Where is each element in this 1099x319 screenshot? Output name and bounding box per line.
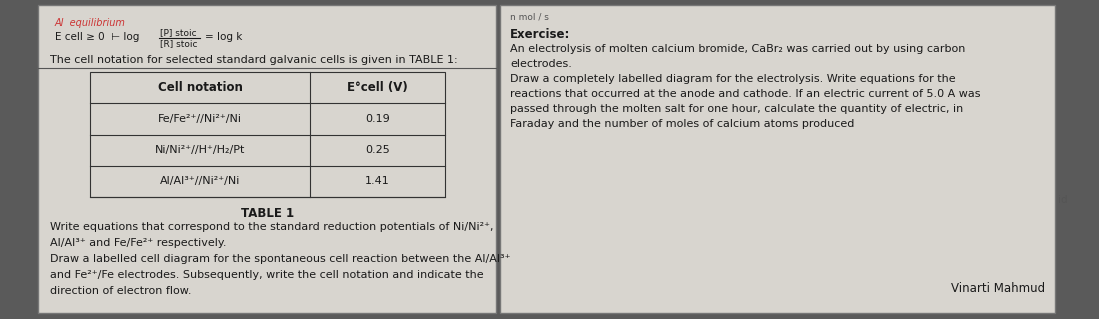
Bar xyxy=(500,5,1055,313)
Text: An electrolysis of molten calcium bromide, CaBr₂ was carried out by using carbon: An electrolysis of molten calcium bromid… xyxy=(510,44,965,54)
Text: Faraday and the number of moles of calcium atoms produced: Faraday and the number of moles of calci… xyxy=(510,119,854,129)
Text: Write equations that correspond to the standard reduction potentials of Ni/Ni²⁺,: Write equations that correspond to the s… xyxy=(49,222,493,232)
Text: 1.41: 1.41 xyxy=(365,176,390,186)
Text: Al/Al³⁺//Ni²⁺/Ni: Al/Al³⁺//Ni²⁺/Ni xyxy=(159,176,241,186)
Text: E°cell (V): E°cell (V) xyxy=(347,81,408,94)
Text: passed through the molten salt for one hour, calculate the quantity of electric,: passed through the molten salt for one h… xyxy=(510,104,963,114)
Text: 0.25: 0.25 xyxy=(365,145,390,155)
Text: = log k: = log k xyxy=(206,32,243,42)
Text: E cell ≥ 0  ⊢ log: E cell ≥ 0 ⊢ log xyxy=(55,32,140,42)
Text: Exercise:: Exercise: xyxy=(510,28,570,41)
Text: [R] stoic: [R] stoic xyxy=(160,39,198,48)
Text: electrodes.: electrodes. xyxy=(510,59,571,69)
Text: Cell notation: Cell notation xyxy=(157,81,243,94)
Text: reactions that occurred at the anode and cathode. If an electric current of 5.0 : reactions that occurred at the anode and… xyxy=(510,89,980,99)
Text: TABLE 1: TABLE 1 xyxy=(241,207,295,220)
Text: Al/Al³⁺ and Fe/Fe²⁺ respectively.: Al/Al³⁺ and Fe/Fe²⁺ respectively. xyxy=(49,238,226,248)
Text: Fe/Fe²⁺//Ni²⁺/Ni: Fe/Fe²⁺//Ni²⁺/Ni xyxy=(158,114,242,124)
Text: Ni/Ni²⁺//H⁺/H₂/Pt: Ni/Ni²⁺//H⁺/H₂/Pt xyxy=(155,145,245,155)
Bar xyxy=(38,5,496,313)
Text: id: id xyxy=(1058,195,1067,205)
Text: Al  equilibrium: Al equilibrium xyxy=(55,18,126,28)
Bar xyxy=(90,72,445,197)
Text: and Fe²⁺/Fe electrodes. Subsequently, write the cell notation and indicate the: and Fe²⁺/Fe electrodes. Subsequently, wr… xyxy=(49,270,484,280)
Text: direction of electron flow.: direction of electron flow. xyxy=(49,286,191,296)
Text: Draw a completely labelled diagram for the electrolysis. Write equations for the: Draw a completely labelled diagram for t… xyxy=(510,74,956,84)
Text: The cell notation for selected standard galvanic cells is given in TABLE 1:: The cell notation for selected standard … xyxy=(49,55,457,65)
Text: n mol / s: n mol / s xyxy=(510,12,548,21)
Text: [P] stoic: [P] stoic xyxy=(160,28,197,37)
Text: Draw a labelled cell diagram for the spontaneous cell reaction between the Al/Al: Draw a labelled cell diagram for the spo… xyxy=(49,254,511,264)
Text: 0.19: 0.19 xyxy=(365,114,390,124)
Text: Vinarti Mahmud: Vinarti Mahmud xyxy=(951,282,1045,295)
